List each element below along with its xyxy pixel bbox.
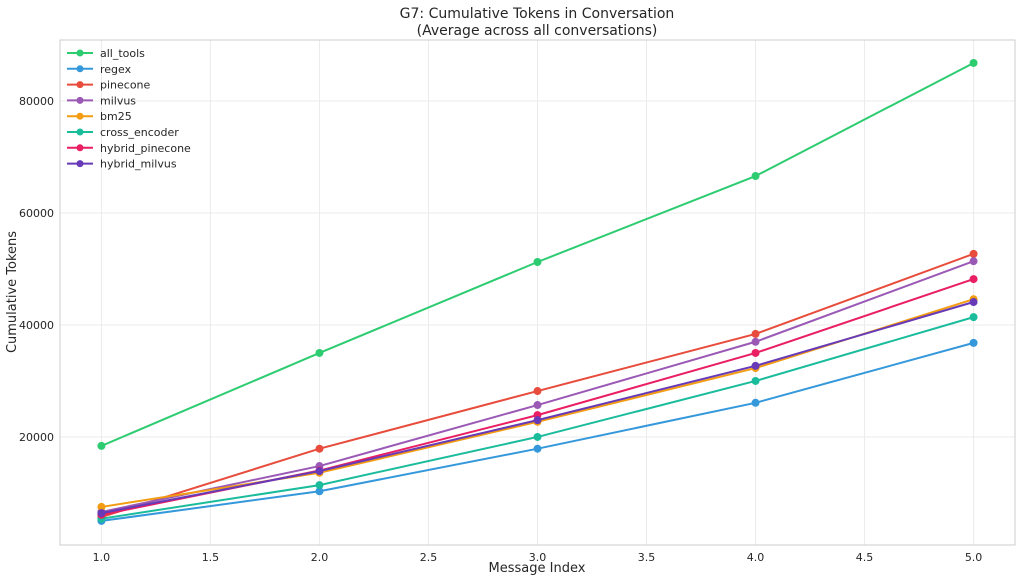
data-point [969, 298, 978, 307]
chart-title: G7: Cumulative Tokens in Conversation [400, 6, 675, 22]
data-point [97, 502, 106, 511]
data-point [533, 416, 542, 425]
legend-marker [76, 128, 84, 136]
legend-label: regex [100, 63, 132, 76]
x-tick-label: 2.5 [420, 551, 438, 564]
data-point [533, 444, 542, 453]
x-tick-label: 1.5 [202, 551, 220, 564]
x-axis-label: Message Index [489, 561, 586, 576]
legend-marker [76, 49, 84, 57]
data-point [751, 172, 760, 181]
data-point [533, 432, 542, 441]
x-tick-label: 5.0 [965, 551, 983, 564]
x-tick-label: 4.0 [747, 551, 765, 564]
data-point [315, 487, 324, 496]
data-point [969, 58, 978, 67]
x-tick-label: 3.0 [529, 551, 547, 564]
data-point [969, 338, 978, 347]
data-point [751, 348, 760, 357]
data-point [751, 398, 760, 407]
legend-marker [76, 81, 84, 89]
plot-frame [59, 39, 1016, 546]
legend-marker [76, 96, 84, 104]
y-tick-label: 60000 [19, 207, 54, 220]
legend-label: hybrid_milvus [100, 158, 177, 171]
data-point [315, 481, 324, 490]
legend-label: all_tools [100, 47, 145, 60]
data-point [969, 275, 978, 284]
x-tick-label: 3.5 [638, 551, 656, 564]
data-point [533, 387, 542, 396]
data-point [751, 329, 760, 338]
y-tick-label: 20000 [19, 431, 54, 444]
series-regex [97, 338, 978, 525]
legend-label: pinecone [100, 79, 151, 92]
legend-marker [76, 112, 84, 120]
legend-marker [76, 160, 84, 168]
data-point [969, 249, 978, 258]
legend-label: cross_encoder [100, 126, 179, 139]
legend-marker [76, 144, 84, 152]
data-point [751, 337, 760, 346]
data-point [751, 361, 760, 370]
data-point [97, 441, 106, 450]
chart-subtitle: (Average across all conversations) [417, 23, 658, 39]
y-tick-label: 40000 [19, 319, 54, 332]
data-point [315, 444, 324, 453]
x-tick-label: 2.0 [311, 551, 329, 564]
data-point [969, 313, 978, 322]
data-point [751, 376, 760, 385]
data-point [533, 401, 542, 410]
data-point [533, 257, 542, 266]
legend-marker [76, 65, 84, 73]
data-point [315, 348, 324, 357]
series-all_tools [97, 58, 978, 450]
data-point [315, 467, 324, 476]
x-tick-label: 1.0 [93, 551, 111, 564]
x-tick-label: 4.5 [856, 551, 874, 564]
data-point [97, 509, 106, 518]
series-hybrid_milvus [97, 298, 978, 518]
y-tick-label: 80000 [19, 95, 54, 108]
legend-label: milvus [100, 94, 136, 107]
y-axis-label: Cumulative Tokens [5, 231, 20, 353]
legend-label: bm25 [100, 110, 132, 123]
data-point [969, 257, 978, 266]
legend-label: hybrid_pinecone [100, 142, 191, 155]
